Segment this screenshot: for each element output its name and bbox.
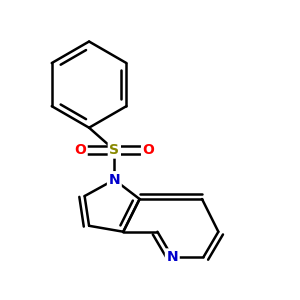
Text: O: O: [74, 143, 86, 157]
Text: S: S: [109, 143, 119, 157]
Text: O: O: [142, 143, 154, 157]
Text: N: N: [167, 250, 178, 264]
Text: N: N: [109, 173, 120, 187]
